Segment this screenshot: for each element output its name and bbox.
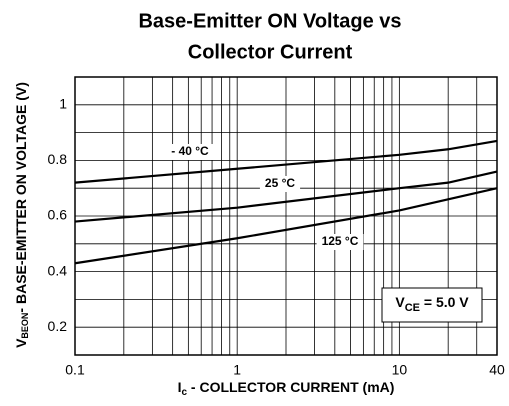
x-label-part: I: [178, 379, 182, 395]
series-label-bg: [166, 144, 214, 160]
x-tick-label: 40: [489, 362, 505, 378]
line-series: [74, 187, 498, 265]
chart-title: Base-Emitter ON Voltage vs: [138, 10, 401, 32]
y-tick-label: 1: [59, 96, 67, 112]
chart-title: Collector Current: [188, 41, 353, 63]
x-tick-label: 0.1: [65, 362, 85, 378]
y-label-part: V: [13, 338, 29, 348]
annotation-box: [381, 287, 483, 323]
annotation: VCE = 5.0 V: [395, 294, 469, 314]
y-axis-label: VBEON- BASE-EMITTER ON VOLTAGE (V): [13, 82, 31, 348]
y-tick-label: 0.2: [48, 318, 68, 334]
series-label: - 40 °C: [171, 144, 209, 158]
series-label: 125 °C: [322, 234, 359, 248]
line-series: [74, 170, 498, 223]
plot-frame: [74, 76, 498, 356]
annotation-part: CE: [405, 302, 420, 314]
x-axis-label: Ic - COLLECTOR CURRENT (mA): [178, 379, 395, 398]
y-tick-label: 0.6: [48, 207, 68, 223]
x-tick-label: 10: [392, 362, 408, 378]
y-tick-label: 0.4: [48, 262, 68, 278]
series-label-bg: [316, 234, 364, 250]
x-tick-label: 1: [233, 362, 241, 378]
y-label-part: - BASE-EMITTER ON VOLTAGE (V): [13, 82, 29, 312]
x-label-sub: c: [181, 387, 187, 398]
annotation-part: V: [395, 294, 405, 310]
y-label-sub: BEON: [20, 313, 30, 339]
series-label: 25 °C: [265, 176, 295, 190]
x-label-part: - COLLECTOR CURRENT (mA): [187, 379, 394, 395]
annotation-part: = 5.0 V: [420, 294, 469, 310]
line-series: [74, 139, 498, 184]
series-label-bg: [259, 176, 301, 192]
y-tick-label: 0.8: [48, 151, 68, 167]
